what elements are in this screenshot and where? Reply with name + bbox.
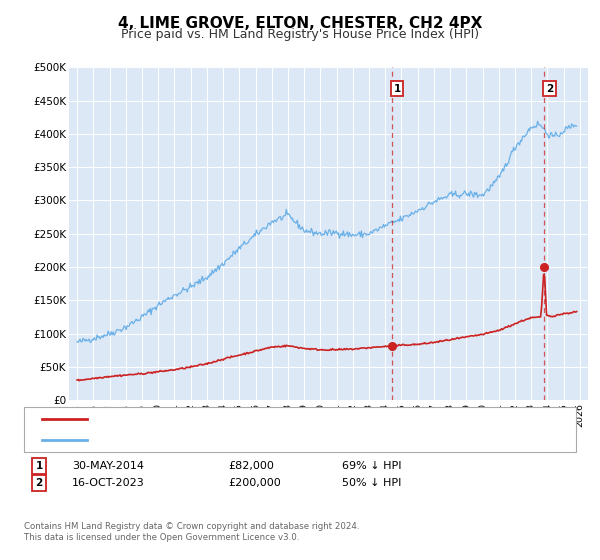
Text: 1: 1	[35, 461, 43, 471]
Text: 2: 2	[35, 478, 43, 488]
Text: 69% ↓ HPI: 69% ↓ HPI	[342, 461, 401, 471]
Text: This data is licensed under the Open Government Licence v3.0.: This data is licensed under the Open Gov…	[24, 533, 299, 542]
Text: Contains HM Land Registry data © Crown copyright and database right 2024.: Contains HM Land Registry data © Crown c…	[24, 522, 359, 531]
Text: 30-MAY-2014: 30-MAY-2014	[72, 461, 144, 471]
Text: 4, LIME GROVE, ELTON, CHESTER, CH2 4PX (detached house): 4, LIME GROVE, ELTON, CHESTER, CH2 4PX (…	[93, 414, 412, 424]
Text: 16-OCT-2023: 16-OCT-2023	[72, 478, 145, 488]
Text: £200,000: £200,000	[228, 478, 281, 488]
Text: HPI: Average price, detached house, Cheshire West and Chester: HPI: Average price, detached house, Ches…	[93, 435, 428, 445]
Text: Price paid vs. HM Land Registry's House Price Index (HPI): Price paid vs. HM Land Registry's House …	[121, 28, 479, 41]
Text: £82,000: £82,000	[228, 461, 274, 471]
Text: 4, LIME GROVE, ELTON, CHESTER, CH2 4PX: 4, LIME GROVE, ELTON, CHESTER, CH2 4PX	[118, 16, 482, 31]
Text: 2: 2	[545, 83, 553, 94]
Text: 50% ↓ HPI: 50% ↓ HPI	[342, 478, 401, 488]
Text: 1: 1	[394, 83, 401, 94]
